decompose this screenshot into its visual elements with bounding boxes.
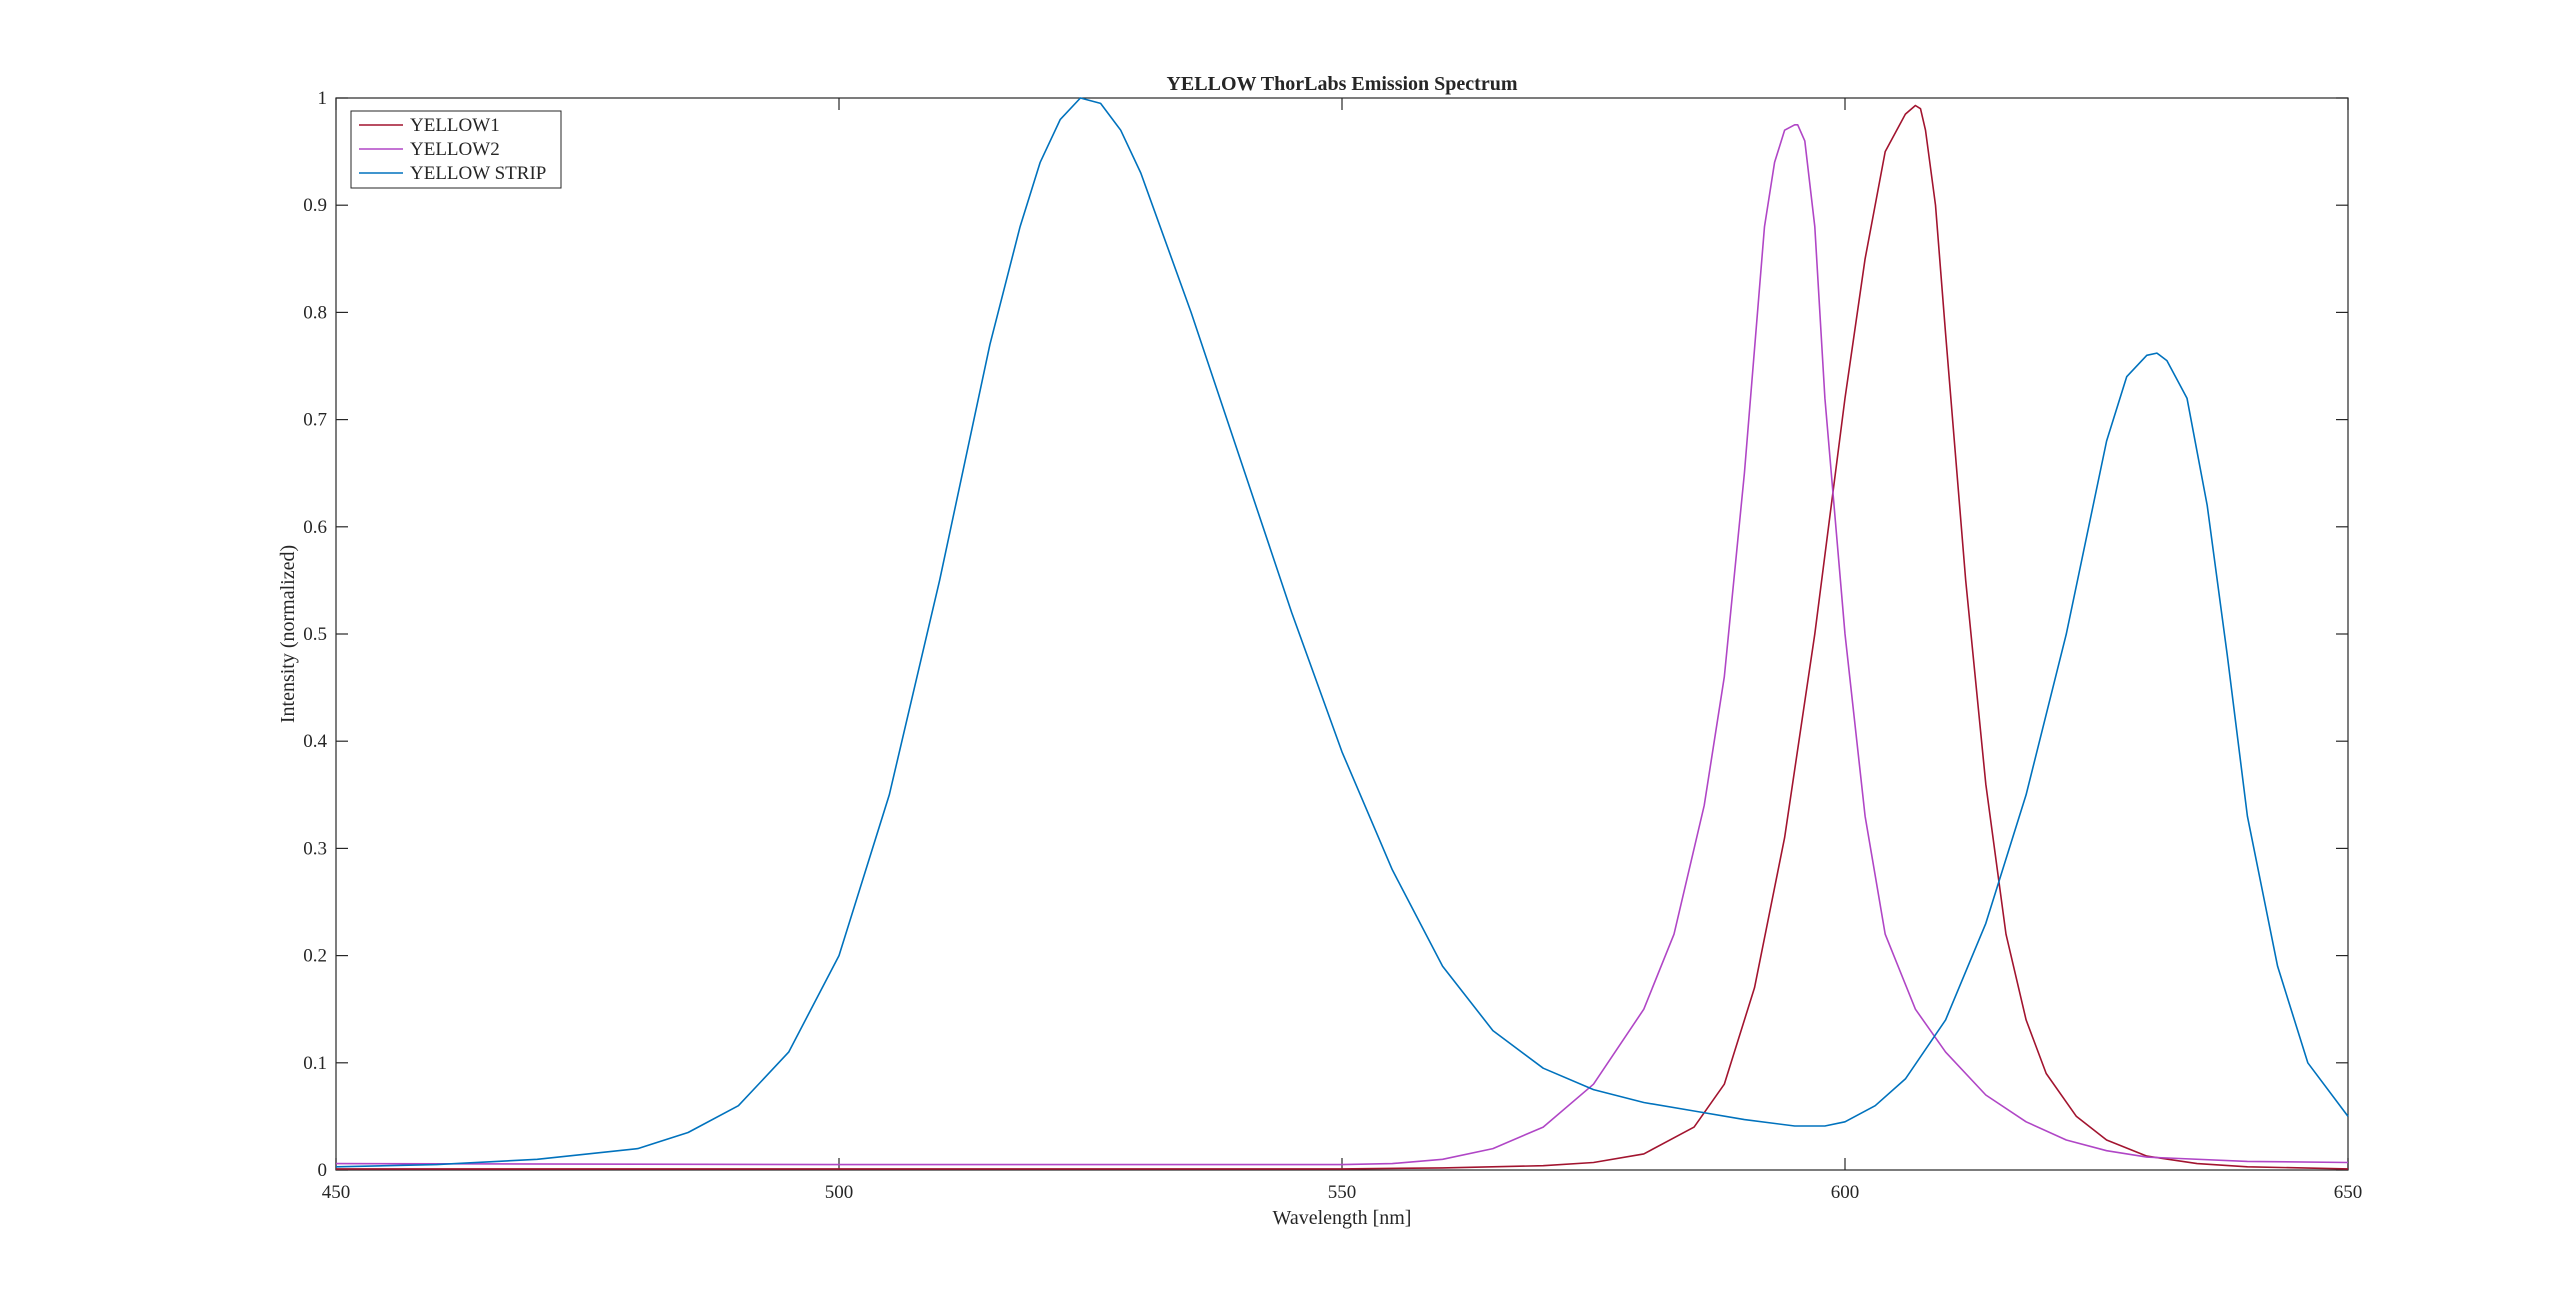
chart-title: YELLOW ThorLabs Emission Spectrum [1166,73,1517,95]
series-line-3 [335,97,2349,1168]
series-line-1 [336,104,2349,1170]
plot-area [335,97,2349,1171]
y-axis-label: Intensity (normalized) [277,545,299,723]
legend-label: YELLOW2 [410,139,500,160]
y-tick-label: 0 [318,1160,328,1181]
x-tick-label: 500 [825,1182,854,1203]
x-tick-label: 450 [322,1182,351,1203]
y-tick-label: 0.1 [303,1053,327,1074]
axis-ticks: 450 500 550 600 650 0 0.1 0.2 0.3 0.4 0.5 0.6 0.7 0.8… [303,88,2362,1203]
y-tick-label: 0.5 [303,624,327,645]
y-tick-label: 0.9 [303,195,327,216]
series-line-2 [335,124,2349,1166]
x-tick-label: 600 [1831,1182,1860,1203]
x-tick-label: 650 [2334,1182,2363,1203]
y-tick-label: 0.8 [303,302,327,323]
y-tick-label: 0.3 [303,838,327,859]
y-tick-label: 0.7 [303,410,327,431]
y-tick-label: 0.2 [303,946,327,967]
y-tick-label: 0.4 [303,731,327,752]
plot-box [335,97,2349,1171]
y-tick-label: 1 [318,88,328,109]
legend: YELLOW1 YELLOW2 YELLOW STRIP [350,110,562,189]
legend-label: YELLOW STRIP [410,163,546,184]
y-tick-label: 0.6 [303,517,327,538]
x-axis-label: Wavelength [nm] [1273,1207,1412,1229]
x-tick-label: 550 [1328,1182,1357,1203]
series-layer [335,97,2349,1170]
legend-label: YELLOW1 [410,115,500,136]
